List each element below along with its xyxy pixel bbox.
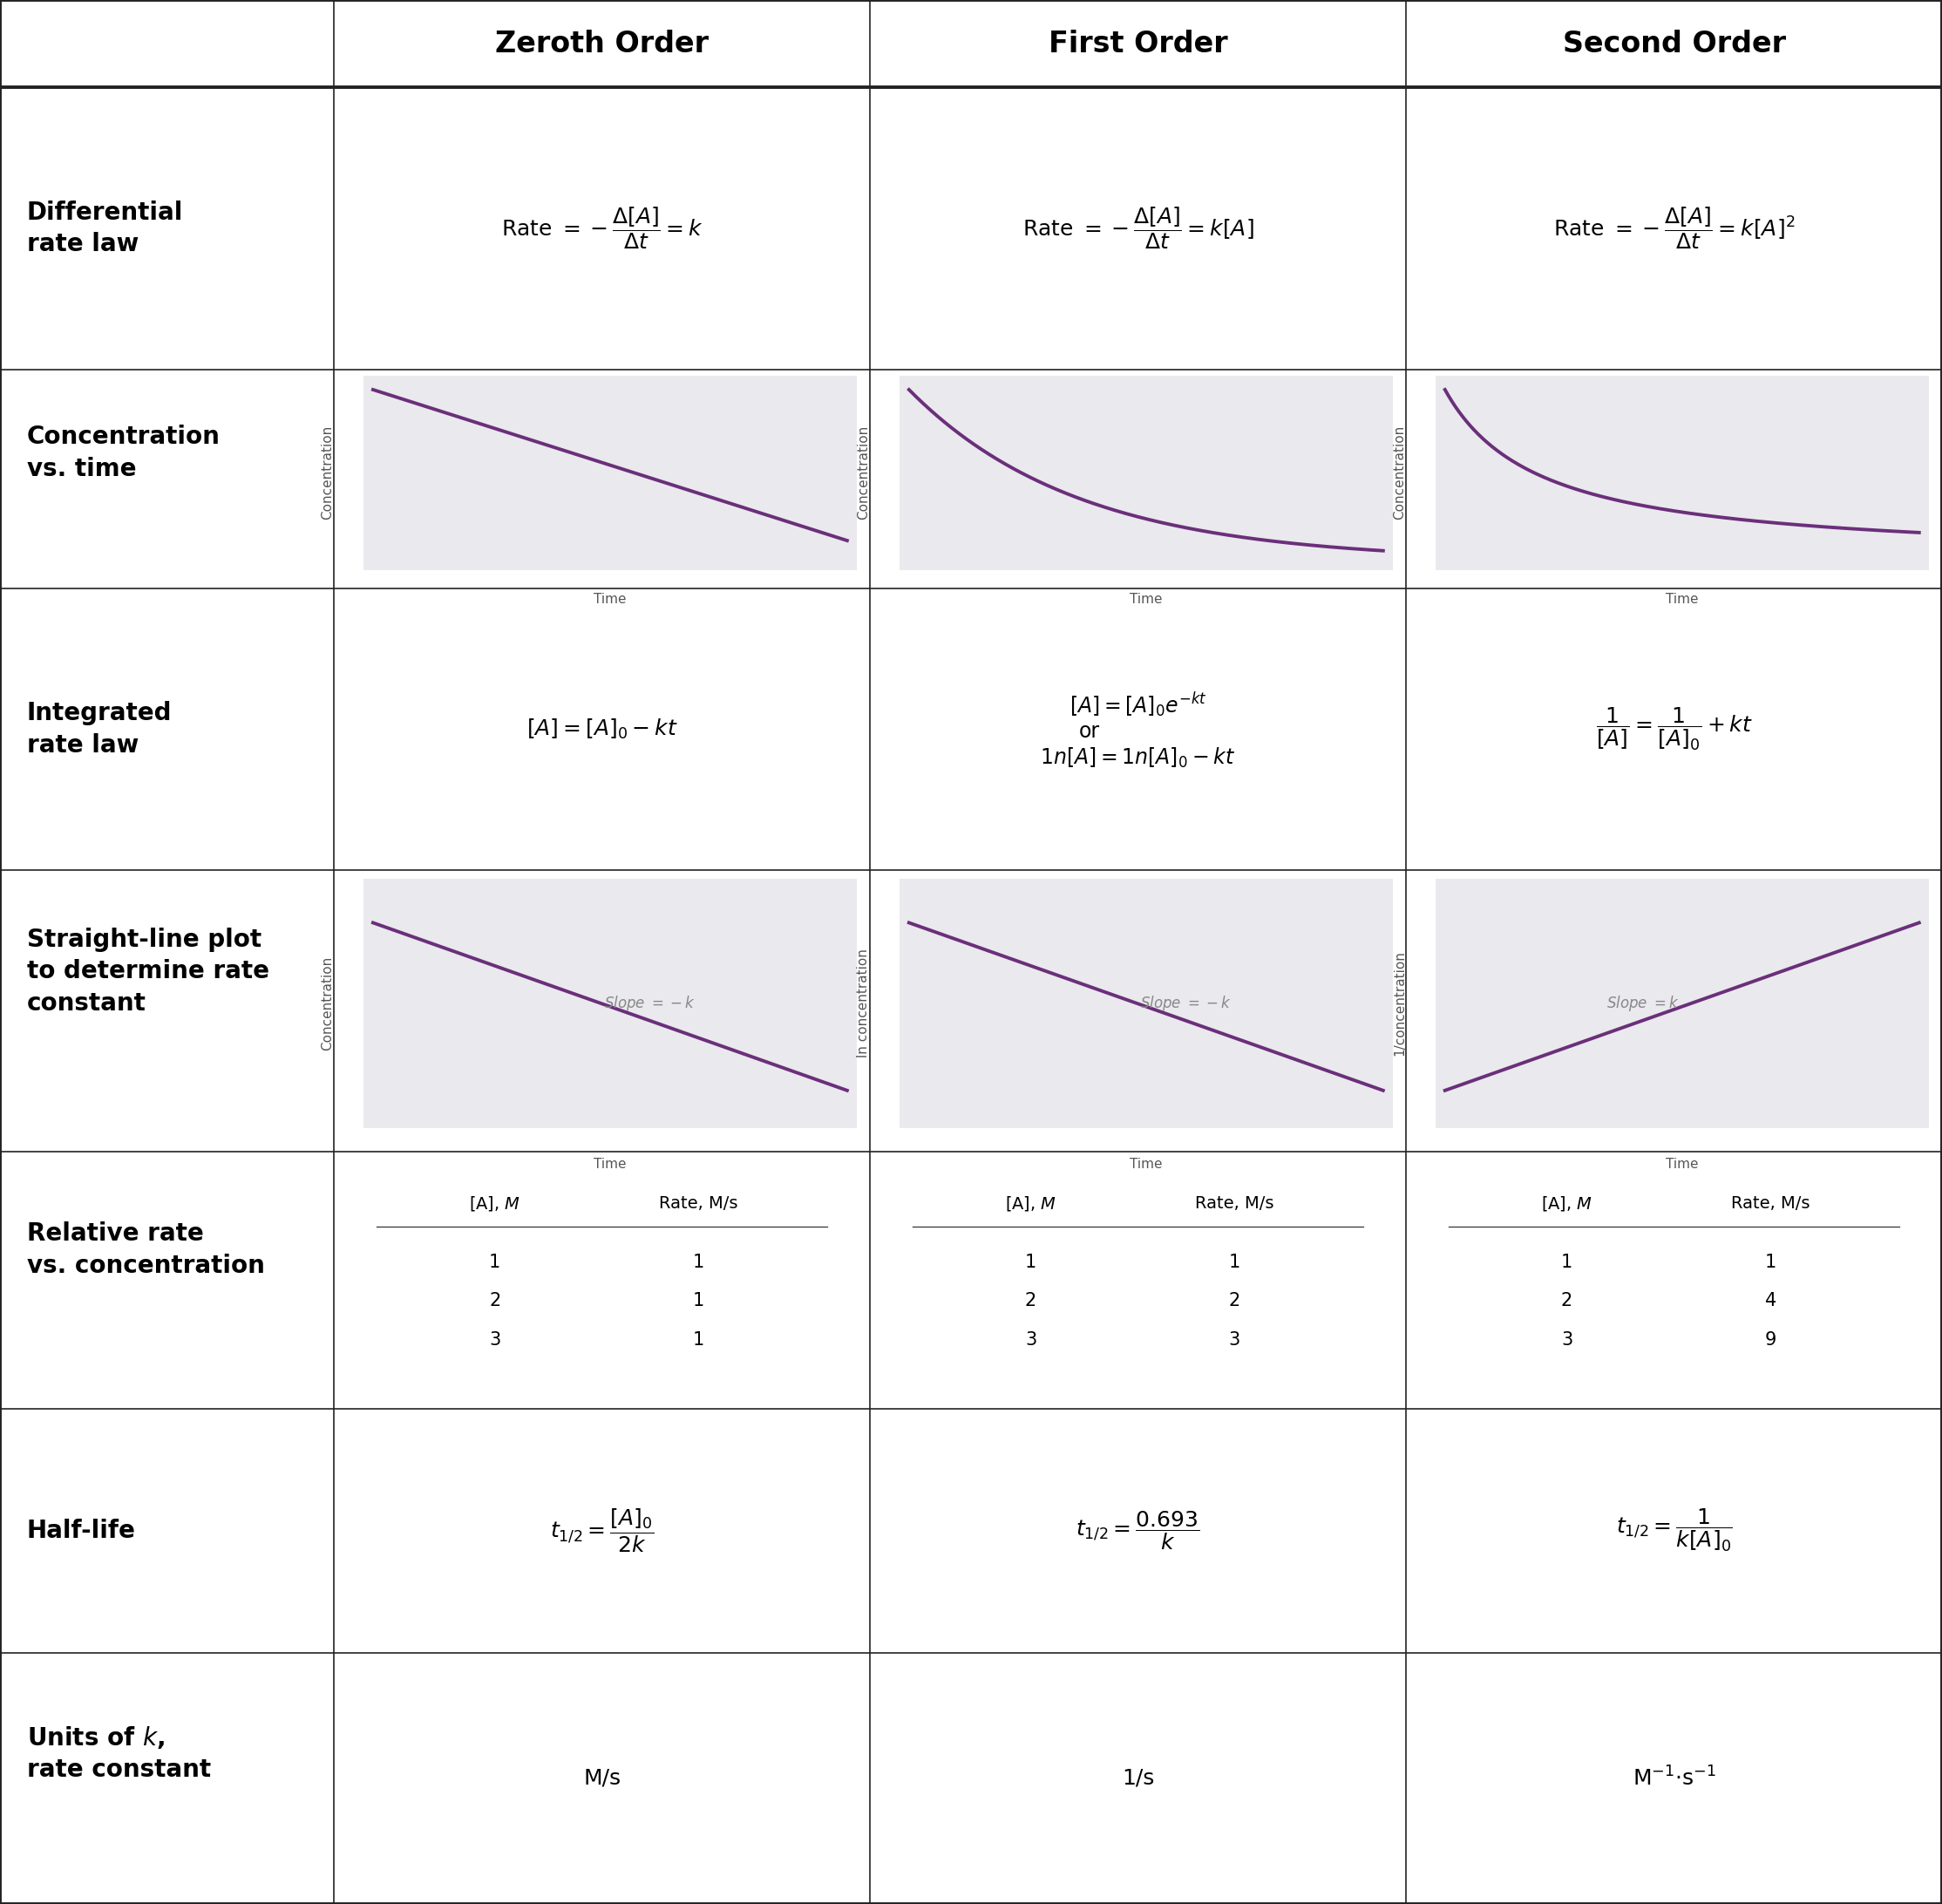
Text: Rate $= -\dfrac{\Delta[A]}{\Delta t} = k[A]$: Rate $= -\dfrac{\Delta[A]}{\Delta t} = k… bbox=[1021, 206, 1255, 251]
Text: M/s: M/s bbox=[583, 1769, 621, 1788]
Text: 2: 2 bbox=[1561, 1293, 1573, 1310]
Text: 1: 1 bbox=[1561, 1253, 1573, 1272]
Text: Time: Time bbox=[1130, 1158, 1163, 1171]
Text: $[A] = [A]_0e^{-kt}$: $[A] = [A]_0e^{-kt}$ bbox=[1070, 691, 1206, 720]
Text: Half-life: Half-life bbox=[27, 1519, 136, 1542]
Text: 9: 9 bbox=[1765, 1331, 1777, 1348]
Text: 2: 2 bbox=[489, 1293, 501, 1310]
Text: Rate, M/s: Rate, M/s bbox=[658, 1196, 738, 1211]
Text: M$^{-1}$$\cdot$s$^{-1}$: M$^{-1}$$\cdot$s$^{-1}$ bbox=[1633, 1767, 1715, 1790]
Text: Zeroth Order: Zeroth Order bbox=[495, 29, 709, 59]
Text: $[A] = [A]_0 - kt$: $[A] = [A]_0 - kt$ bbox=[526, 718, 678, 741]
Text: Rate $= -\dfrac{\Delta[A]}{\Delta t} = k$: Rate $= -\dfrac{\Delta[A]}{\Delta t} = k… bbox=[501, 206, 703, 251]
Text: Second Order: Second Order bbox=[1563, 29, 1785, 59]
Text: 1: 1 bbox=[489, 1253, 501, 1272]
Text: Time: Time bbox=[1666, 592, 1699, 605]
Text: $t_{1/2} = \dfrac{1}{k[A]_0}$: $t_{1/2} = \dfrac{1}{k[A]_0}$ bbox=[1616, 1508, 1732, 1554]
Text: Concentration: Concentration bbox=[1392, 426, 1406, 520]
Text: 1: 1 bbox=[693, 1331, 705, 1348]
Text: Time: Time bbox=[1666, 1158, 1699, 1171]
Text: 3: 3 bbox=[1561, 1331, 1573, 1348]
Text: Relative rate
vs. concentration: Relative rate vs. concentration bbox=[27, 1220, 264, 1278]
Text: Time: Time bbox=[594, 1158, 627, 1171]
Text: Slope $= -k$: Slope $= -k$ bbox=[1140, 994, 1231, 1013]
Text: Concentration: Concentration bbox=[320, 956, 334, 1051]
Text: 1: 1 bbox=[693, 1293, 705, 1310]
Text: [A], $M$: [A], $M$ bbox=[470, 1194, 520, 1213]
Text: Units of $k$,
rate constant: Units of $k$, rate constant bbox=[27, 1725, 212, 1782]
Text: 1: 1 bbox=[1765, 1253, 1777, 1272]
Text: Time: Time bbox=[594, 592, 627, 605]
Text: Integrated
rate law: Integrated rate law bbox=[27, 701, 171, 758]
Text: [A], $M$: [A], $M$ bbox=[1542, 1194, 1592, 1213]
Text: Straight-line plot
to determine rate
constant: Straight-line plot to determine rate con… bbox=[27, 927, 270, 1017]
Text: 1: 1 bbox=[693, 1253, 705, 1272]
Text: Rate $= -\dfrac{\Delta[A]}{\Delta t} = k[A]^2$: Rate $= -\dfrac{\Delta[A]}{\Delta t} = k… bbox=[1554, 206, 1794, 251]
Text: $1n[A] = 1n[A]_0 - kt$: $1n[A] = 1n[A]_0 - kt$ bbox=[1041, 746, 1235, 769]
Text: 1/concentration: 1/concentration bbox=[1392, 950, 1406, 1057]
Text: 2: 2 bbox=[1025, 1293, 1037, 1310]
Text: 3: 3 bbox=[1025, 1331, 1037, 1348]
Text: $\dfrac{1}{[A]} = \dfrac{1}{[A]_0} + kt$: $\dfrac{1}{[A]} = \dfrac{1}{[A]_0} + kt$ bbox=[1596, 706, 1752, 752]
Text: Rate, M/s: Rate, M/s bbox=[1730, 1196, 1810, 1211]
Text: $t_{1/2} = \dfrac{[A]_0}{2k}$: $t_{1/2} = \dfrac{[A]_0}{2k}$ bbox=[550, 1508, 654, 1554]
Text: ln concentration: ln concentration bbox=[856, 948, 870, 1059]
Text: 4: 4 bbox=[1765, 1293, 1777, 1310]
Text: Slope $= k$: Slope $= k$ bbox=[1606, 994, 1680, 1013]
Text: Concentration: Concentration bbox=[856, 426, 870, 520]
Text: 1: 1 bbox=[1025, 1253, 1037, 1272]
Text: Time: Time bbox=[1130, 592, 1163, 605]
Text: Slope $= -k$: Slope $= -k$ bbox=[604, 994, 695, 1013]
Text: Concentration
vs. time: Concentration vs. time bbox=[27, 425, 219, 482]
Text: [A], $M$: [A], $M$ bbox=[1006, 1194, 1056, 1213]
Text: 1/s: 1/s bbox=[1122, 1769, 1154, 1788]
Text: $t_{1/2} = \dfrac{0.693}{k}$: $t_{1/2} = \dfrac{0.693}{k}$ bbox=[1076, 1510, 1200, 1552]
Text: Rate, M/s: Rate, M/s bbox=[1194, 1196, 1274, 1211]
Text: 1: 1 bbox=[1229, 1253, 1241, 1272]
Text: 3: 3 bbox=[489, 1331, 501, 1348]
Text: First Order: First Order bbox=[1049, 29, 1227, 59]
Text: Differential
rate law: Differential rate law bbox=[27, 200, 183, 257]
Text: or: or bbox=[1080, 722, 1101, 743]
Text: 2: 2 bbox=[1229, 1293, 1241, 1310]
Text: Concentration: Concentration bbox=[320, 426, 334, 520]
Text: 3: 3 bbox=[1229, 1331, 1241, 1348]
